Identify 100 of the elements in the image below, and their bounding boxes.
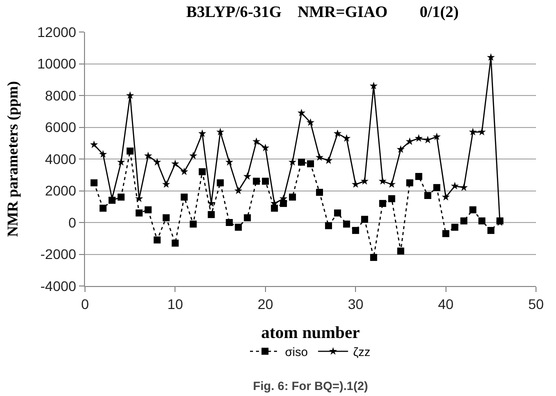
point — [478, 217, 486, 224]
point — [406, 179, 414, 186]
point — [244, 214, 251, 222]
point — [343, 220, 350, 228]
point — [469, 206, 476, 214]
point — [261, 144, 270, 152]
point — [180, 168, 188, 176]
point — [432, 132, 441, 140]
point — [100, 204, 107, 212]
point — [243, 172, 252, 180]
point — [468, 128, 477, 136]
point — [316, 188, 324, 196]
point — [198, 129, 206, 137]
x-tick-label: 30 — [348, 296, 364, 312]
point — [388, 180, 396, 188]
y-tick-label: 8000 — [45, 87, 76, 104]
point — [118, 194, 125, 201]
point — [226, 219, 233, 226]
point — [216, 128, 224, 136]
point — [216, 179, 224, 186]
point — [486, 53, 495, 61]
point — [162, 180, 170, 188]
point — [190, 220, 197, 228]
point — [270, 204, 278, 212]
point — [280, 200, 287, 207]
point — [90, 179, 98, 186]
point — [360, 177, 369, 185]
y-tick-label: -4000 — [40, 278, 76, 294]
point — [442, 192, 450, 200]
point — [252, 178, 260, 185]
point — [370, 82, 378, 90]
point — [171, 160, 180, 168]
point — [316, 153, 324, 161]
point — [90, 140, 98, 148]
y-tick-label: 0 — [68, 214, 76, 230]
point — [388, 195, 396, 202]
point — [262, 178, 269, 185]
point — [324, 156, 333, 164]
y-axis-title: NMR parameters (ppm) — [6, 81, 22, 237]
point — [379, 200, 386, 207]
point — [117, 158, 126, 166]
point — [414, 134, 423, 142]
point — [162, 214, 170, 222]
point — [189, 152, 198, 160]
legend-label: ζzz — [353, 344, 370, 359]
point — [153, 158, 162, 166]
caption: Fig. 6: For BQ=).1(2) — [253, 379, 368, 393]
point — [352, 180, 360, 188]
point — [334, 129, 342, 137]
point — [397, 248, 404, 255]
x-tick-label: 10 — [167, 296, 184, 312]
y-tick-label: 12000 — [37, 24, 76, 40]
point — [180, 194, 188, 201]
point — [415, 172, 422, 180]
point — [460, 217, 468, 224]
point — [451, 224, 458, 231]
chart-title: B3LYP/6-31G NMR=GIAO 0/1(2) — [186, 4, 459, 22]
point — [406, 137, 414, 145]
point — [136, 209, 143, 216]
point — [288, 194, 296, 201]
point — [288, 158, 296, 166]
point — [198, 168, 206, 176]
x-tick-label: 20 — [258, 296, 274, 312]
x-axis-title: atom number — [261, 323, 360, 342]
point — [361, 216, 368, 223]
point — [487, 226, 494, 234]
point — [126, 91, 134, 99]
point — [144, 206, 152, 214]
point — [325, 222, 332, 230]
point — [433, 184, 440, 192]
point — [378, 177, 387, 185]
point — [342, 134, 351, 142]
point — [424, 192, 432, 200]
point — [450, 182, 459, 190]
point — [234, 224, 242, 231]
point — [172, 240, 179, 247]
point — [298, 158, 305, 166]
x-tick-label: 50 — [528, 296, 544, 312]
point — [297, 108, 306, 116]
y-tick-label: -2000 — [40, 246, 76, 262]
point — [396, 145, 405, 153]
point — [334, 209, 342, 216]
point — [306, 118, 314, 126]
point — [154, 236, 161, 244]
point — [352, 226, 360, 234]
point — [307, 160, 314, 168]
point — [478, 128, 486, 136]
point — [208, 211, 215, 218]
y-tick-label: 10000 — [37, 56, 76, 72]
legend-label: σiso — [285, 344, 308, 359]
y-tick-label: 6000 — [45, 119, 76, 136]
point — [225, 158, 234, 166]
point — [99, 150, 108, 158]
point — [126, 148, 134, 155]
point — [460, 183, 468, 191]
x-tick-label: 0 — [81, 296, 90, 312]
point — [442, 230, 450, 238]
point — [234, 186, 242, 194]
point — [252, 137, 260, 145]
y-tick-label: 4000 — [45, 150, 76, 167]
